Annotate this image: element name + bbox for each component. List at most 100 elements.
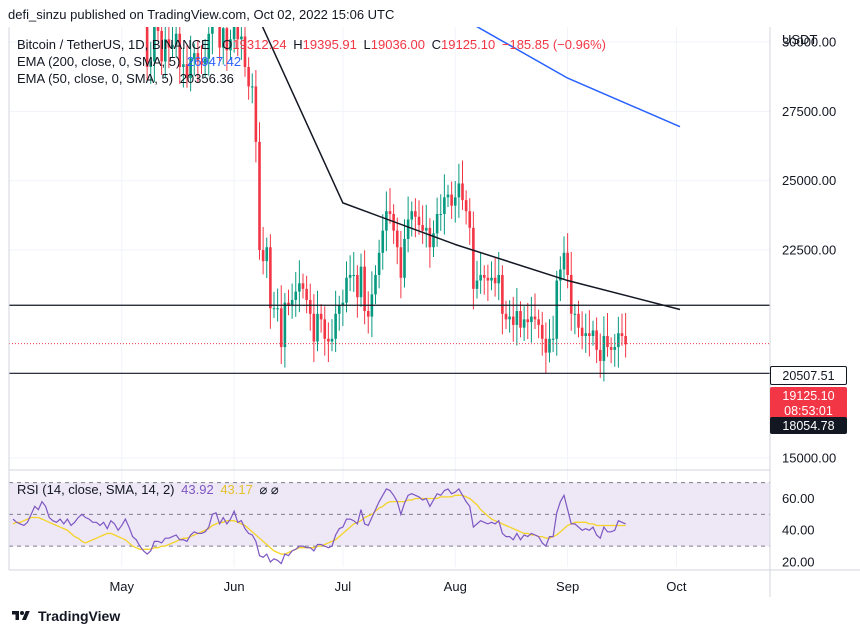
ema200-legend[interactable]: EMA (200, close, 0, SMA, 5) 26947.42 (17, 54, 244, 69)
high-label: H (293, 37, 303, 52)
candle (522, 306, 526, 341)
candle (475, 260, 479, 299)
candle-body (171, 44, 174, 48)
candle (566, 233, 569, 289)
candle (374, 265, 377, 305)
time-axis-label: May (109, 579, 134, 594)
candle-body (443, 197, 446, 214)
candle (399, 230, 403, 299)
candle-body (225, 28, 229, 51)
candle (250, 73, 254, 104)
candle (247, 57, 250, 100)
candle-body (200, 61, 203, 65)
candle (457, 163, 461, 218)
candle (301, 273, 305, 299)
candle (153, 27, 156, 82)
ema50-legend[interactable]: EMA (50, close, 0, SMA, 5) 20356.36 (17, 71, 237, 86)
candle-body (551, 338, 555, 340)
candle (269, 234, 272, 329)
candle-body (533, 316, 537, 320)
candle (580, 311, 584, 350)
candle (497, 251, 501, 301)
candle-body (453, 197, 457, 206)
candle-body (504, 313, 508, 320)
candle (385, 191, 388, 252)
candle (218, 27, 221, 61)
candle (167, 27, 171, 69)
candle-body (160, 30, 163, 62)
price-unit-label: USDT (782, 32, 817, 47)
rsi-legend[interactable]: RSI (14, close, SMA, 14, 2) 43.92 43.17 … (17, 482, 282, 498)
candle-body (301, 283, 305, 289)
candle-body (519, 311, 522, 328)
candle-body (163, 39, 167, 62)
candle (479, 251, 482, 294)
candle (624, 312, 627, 358)
ema50-line (261, 27, 681, 311)
candle-body (189, 58, 192, 79)
candle (330, 319, 334, 352)
candle-body (337, 305, 341, 314)
candle-body (330, 338, 334, 342)
candle-body (475, 280, 479, 289)
candle-body (562, 252, 566, 270)
candle-body (272, 308, 276, 310)
candle-body (479, 274, 482, 281)
candle-body (414, 211, 417, 217)
candle-body (377, 252, 381, 275)
price-tick-label: 15000.00 (782, 451, 836, 466)
candle (403, 219, 406, 288)
rsi-settings-icons[interactable]: ⌀ ⌀ (259, 482, 279, 497)
candle-body (609, 347, 613, 350)
candle (562, 236, 566, 280)
candle-body (403, 238, 406, 278)
price-tick-label: 22500.00 (782, 243, 836, 258)
candle-body (305, 288, 308, 300)
candle-body (472, 227, 475, 289)
candle (171, 27, 174, 58)
candle-body (497, 274, 501, 284)
candle (424, 204, 428, 248)
candle-body (334, 313, 337, 339)
time-axis-label: Jun (224, 579, 245, 594)
candle (450, 181, 453, 219)
candle (352, 251, 356, 292)
rsi-value: 43.92 (181, 482, 214, 497)
candle-body (620, 333, 624, 336)
candle (551, 315, 555, 353)
candle-body (381, 230, 385, 253)
price-chart[interactable]: 42500.0040000.0037500.0035000.0032500.00… (0, 27, 860, 597)
candle (602, 316, 606, 382)
low-label: L (363, 37, 371, 52)
time-axis-label: Jul (335, 579, 352, 594)
candle (620, 313, 624, 346)
candle-body (254, 86, 258, 142)
candle-body (424, 227, 428, 231)
candle-body (559, 269, 562, 281)
tradingview-footer[interactable]: TradingView (10, 608, 120, 624)
candle (414, 198, 417, 238)
candle-body (385, 211, 388, 231)
candle (196, 40, 200, 82)
candle (464, 190, 468, 225)
candle-body (602, 335, 606, 361)
candle (240, 27, 243, 60)
open-label: O (222, 37, 233, 52)
candle-body (374, 274, 377, 295)
candle-body (312, 313, 316, 342)
candle (443, 174, 446, 235)
candle (493, 258, 497, 297)
candle-body (232, 27, 236, 40)
candle-body (591, 330, 595, 336)
candle-body (461, 183, 464, 201)
candle-body (145, 27, 149, 68)
candle (258, 122, 261, 260)
candle (178, 27, 182, 84)
lower-level-tag: 18054.78 (770, 417, 847, 434)
rsi-tick-label: 40.00 (782, 523, 815, 538)
close-value: 19125.10 (441, 37, 496, 52)
ema50-value: 20356.36 (179, 71, 234, 86)
candle (544, 322, 548, 374)
ema200-label: EMA (200, close, 0, SMA, 5) (17, 54, 181, 69)
candle (410, 201, 414, 237)
